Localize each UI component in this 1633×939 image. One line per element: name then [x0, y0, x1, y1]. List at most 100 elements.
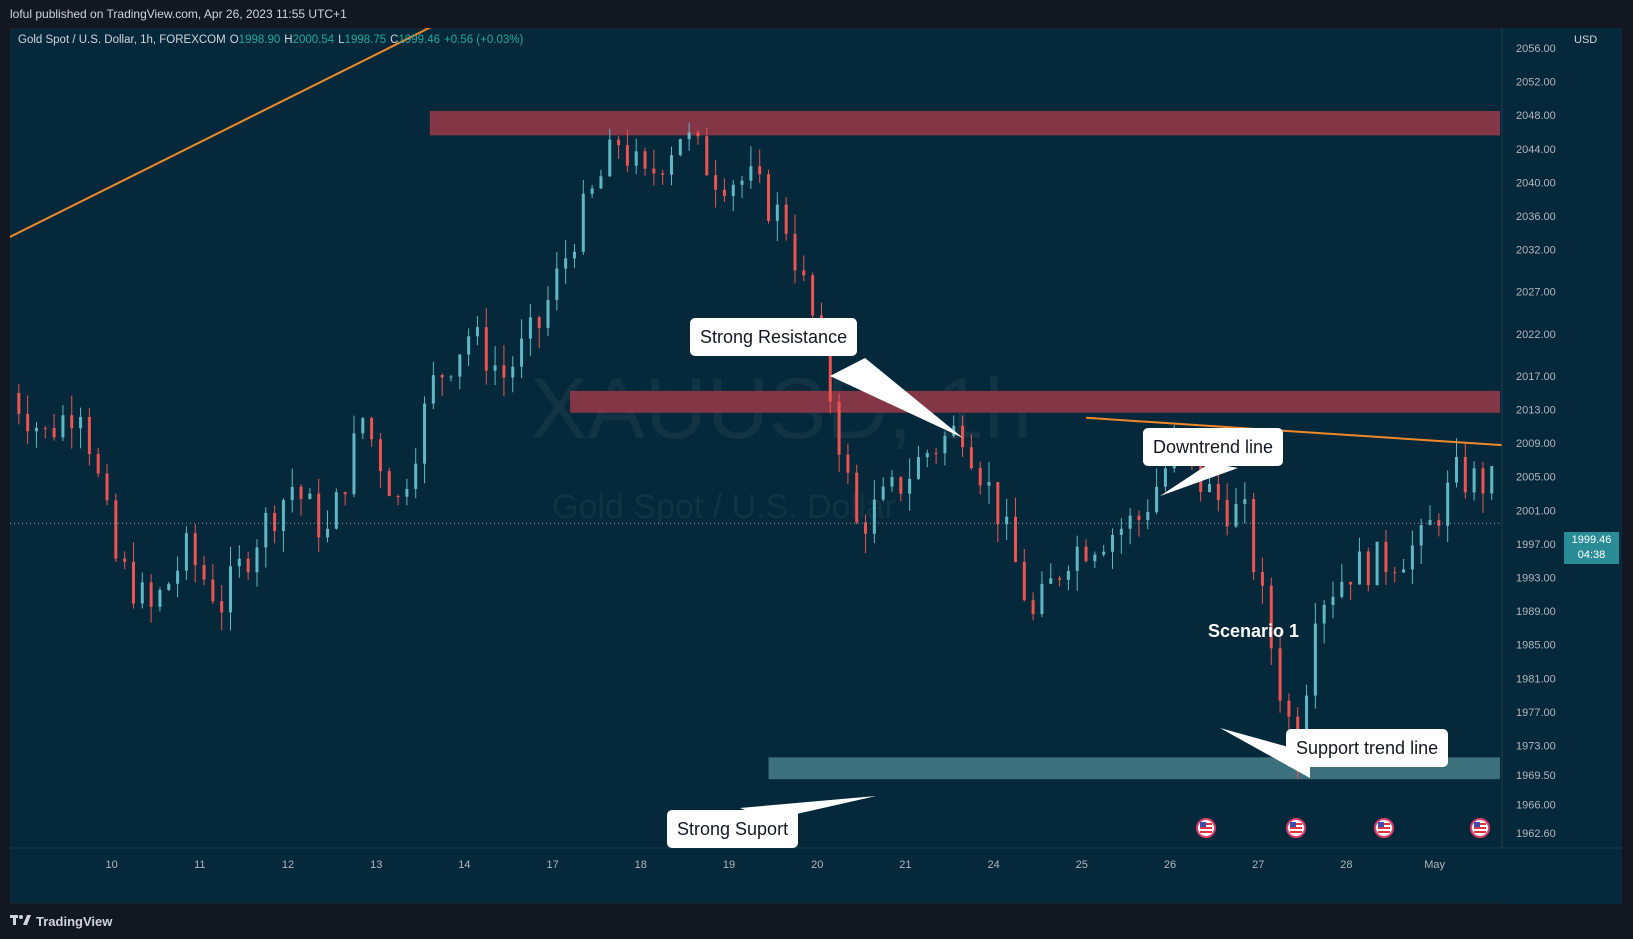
candle-body [1287, 700, 1291, 717]
y-tick-label: 1997.00 [1516, 539, 1556, 551]
x-tick-label: 28 [1340, 859, 1352, 871]
candle-body [246, 558, 250, 573]
candle-body [1490, 466, 1494, 494]
candle-body [1481, 468, 1485, 494]
strong-support-callout[interactable]: Strong Suport [667, 810, 799, 848]
x-tick-label: 24 [987, 859, 999, 871]
flag-canton [1200, 822, 1206, 827]
candle-body [1278, 648, 1282, 701]
candle-body [599, 176, 603, 189]
y-tick-label: 2040.00 [1516, 177, 1556, 189]
candle-body [696, 132, 700, 137]
candle-body [378, 439, 382, 472]
candle-body [837, 401, 841, 455]
y-tick-label: 1973.00 [1516, 741, 1556, 753]
candle-body [1146, 512, 1150, 521]
candle-body [1128, 515, 1132, 529]
candle-body [581, 193, 585, 252]
candle-body [131, 561, 135, 604]
candle-body [1428, 520, 1432, 525]
y-tick-label: 1977.00 [1516, 707, 1556, 719]
candle-body [1243, 499, 1247, 504]
candle-body [908, 478, 912, 494]
candle-body [1013, 516, 1017, 562]
price-chart[interactable]: 2056.00 2052.00 2048.00 2044.00 2040.00 2036.… [10, 28, 1622, 904]
strong-resistance-callout[interactable]: Strong Resistance [690, 318, 858, 356]
y-tick-label: 2001.00 [1516, 505, 1556, 517]
candle-body [625, 145, 629, 166]
strong-resistance-zone [570, 390, 1500, 413]
downtrend-line-tail [1160, 463, 1238, 496]
candle-body [687, 132, 691, 140]
candle-body [1137, 515, 1141, 521]
candle-body [105, 473, 109, 501]
candle-body [987, 482, 991, 486]
candle-body [414, 463, 418, 489]
candle-body [537, 317, 541, 328]
y-tick-label: 1993.00 [1516, 572, 1556, 584]
candle-body [193, 533, 197, 566]
candle-body [1366, 551, 1370, 586]
downtrend-line-callout[interactable]: Downtrend line [1143, 428, 1284, 466]
candle-body [1375, 541, 1379, 586]
candle-body [775, 204, 779, 221]
low-label: L [338, 34, 345, 46]
candle-body [431, 375, 435, 404]
candle-body [52, 428, 56, 438]
candle-body [855, 472, 859, 523]
candle-body [881, 486, 885, 500]
candle-body [1119, 528, 1123, 535]
x-tick-label: 26 [1164, 859, 1176, 871]
candle-body [458, 354, 462, 377]
tradingview-icon [10, 914, 32, 929]
candle-body [564, 258, 568, 269]
candle-body [1472, 468, 1476, 493]
flag-canton [1290, 822, 1296, 827]
y-tick-label: 1981.00 [1516, 673, 1556, 685]
candle-body [1093, 554, 1097, 562]
low-value: 1998.75 [344, 34, 387, 46]
candle-body [1357, 551, 1361, 585]
tradingview-logo[interactable]: TradingView [10, 914, 112, 929]
candle-body [396, 496, 400, 498]
y-tick-label: 1966.00 [1516, 799, 1556, 811]
candle-body [61, 415, 65, 438]
candle-body [273, 512, 277, 531]
x-tick-label: 25 [1076, 859, 1088, 871]
support-trend-line-callout[interactable]: Support trend line [1286, 729, 1449, 767]
candle-body [899, 477, 903, 494]
us-flag-event-icon [1470, 818, 1490, 838]
us-flag-event-icon [1286, 818, 1306, 838]
close-label: C [390, 34, 399, 46]
candle-body [758, 166, 762, 175]
flag-stripe [1200, 831, 1212, 833]
candle-body [96, 453, 100, 474]
candle-body [661, 173, 665, 175]
y-tick-label: 2052.00 [1516, 77, 1556, 89]
candle-body [634, 151, 638, 166]
candle-body [828, 331, 832, 402]
candle-body [281, 500, 285, 531]
candle-body [678, 139, 682, 156]
y-tick-label: 2056.00 [1516, 43, 1556, 55]
candle-body [652, 168, 656, 174]
candle-body [475, 327, 479, 337]
y-tick-label: 2017.00 [1516, 371, 1556, 383]
candle-body [1252, 499, 1256, 573]
candle-body [617, 139, 621, 146]
candle-body [1454, 456, 1458, 483]
candle-body [449, 376, 453, 378]
candle-body [140, 582, 144, 604]
candle-body [731, 184, 735, 196]
candle-body [1446, 482, 1450, 526]
x-tick-label: 11 [194, 859, 205, 871]
candle-body [969, 447, 973, 469]
candle-body [1163, 468, 1167, 487]
y-tick-label: 2009.00 [1516, 438, 1556, 450]
y-tick-label: 1962.60 [1516, 828, 1556, 840]
candle-body [1208, 483, 1212, 493]
last-price-tag: 1999.46 04:38 [1564, 532, 1619, 564]
flag-stripe [1290, 831, 1302, 833]
candle-body [87, 416, 91, 454]
publisher-bar: loful published on TradingView.com, Apr … [0, 0, 1633, 28]
